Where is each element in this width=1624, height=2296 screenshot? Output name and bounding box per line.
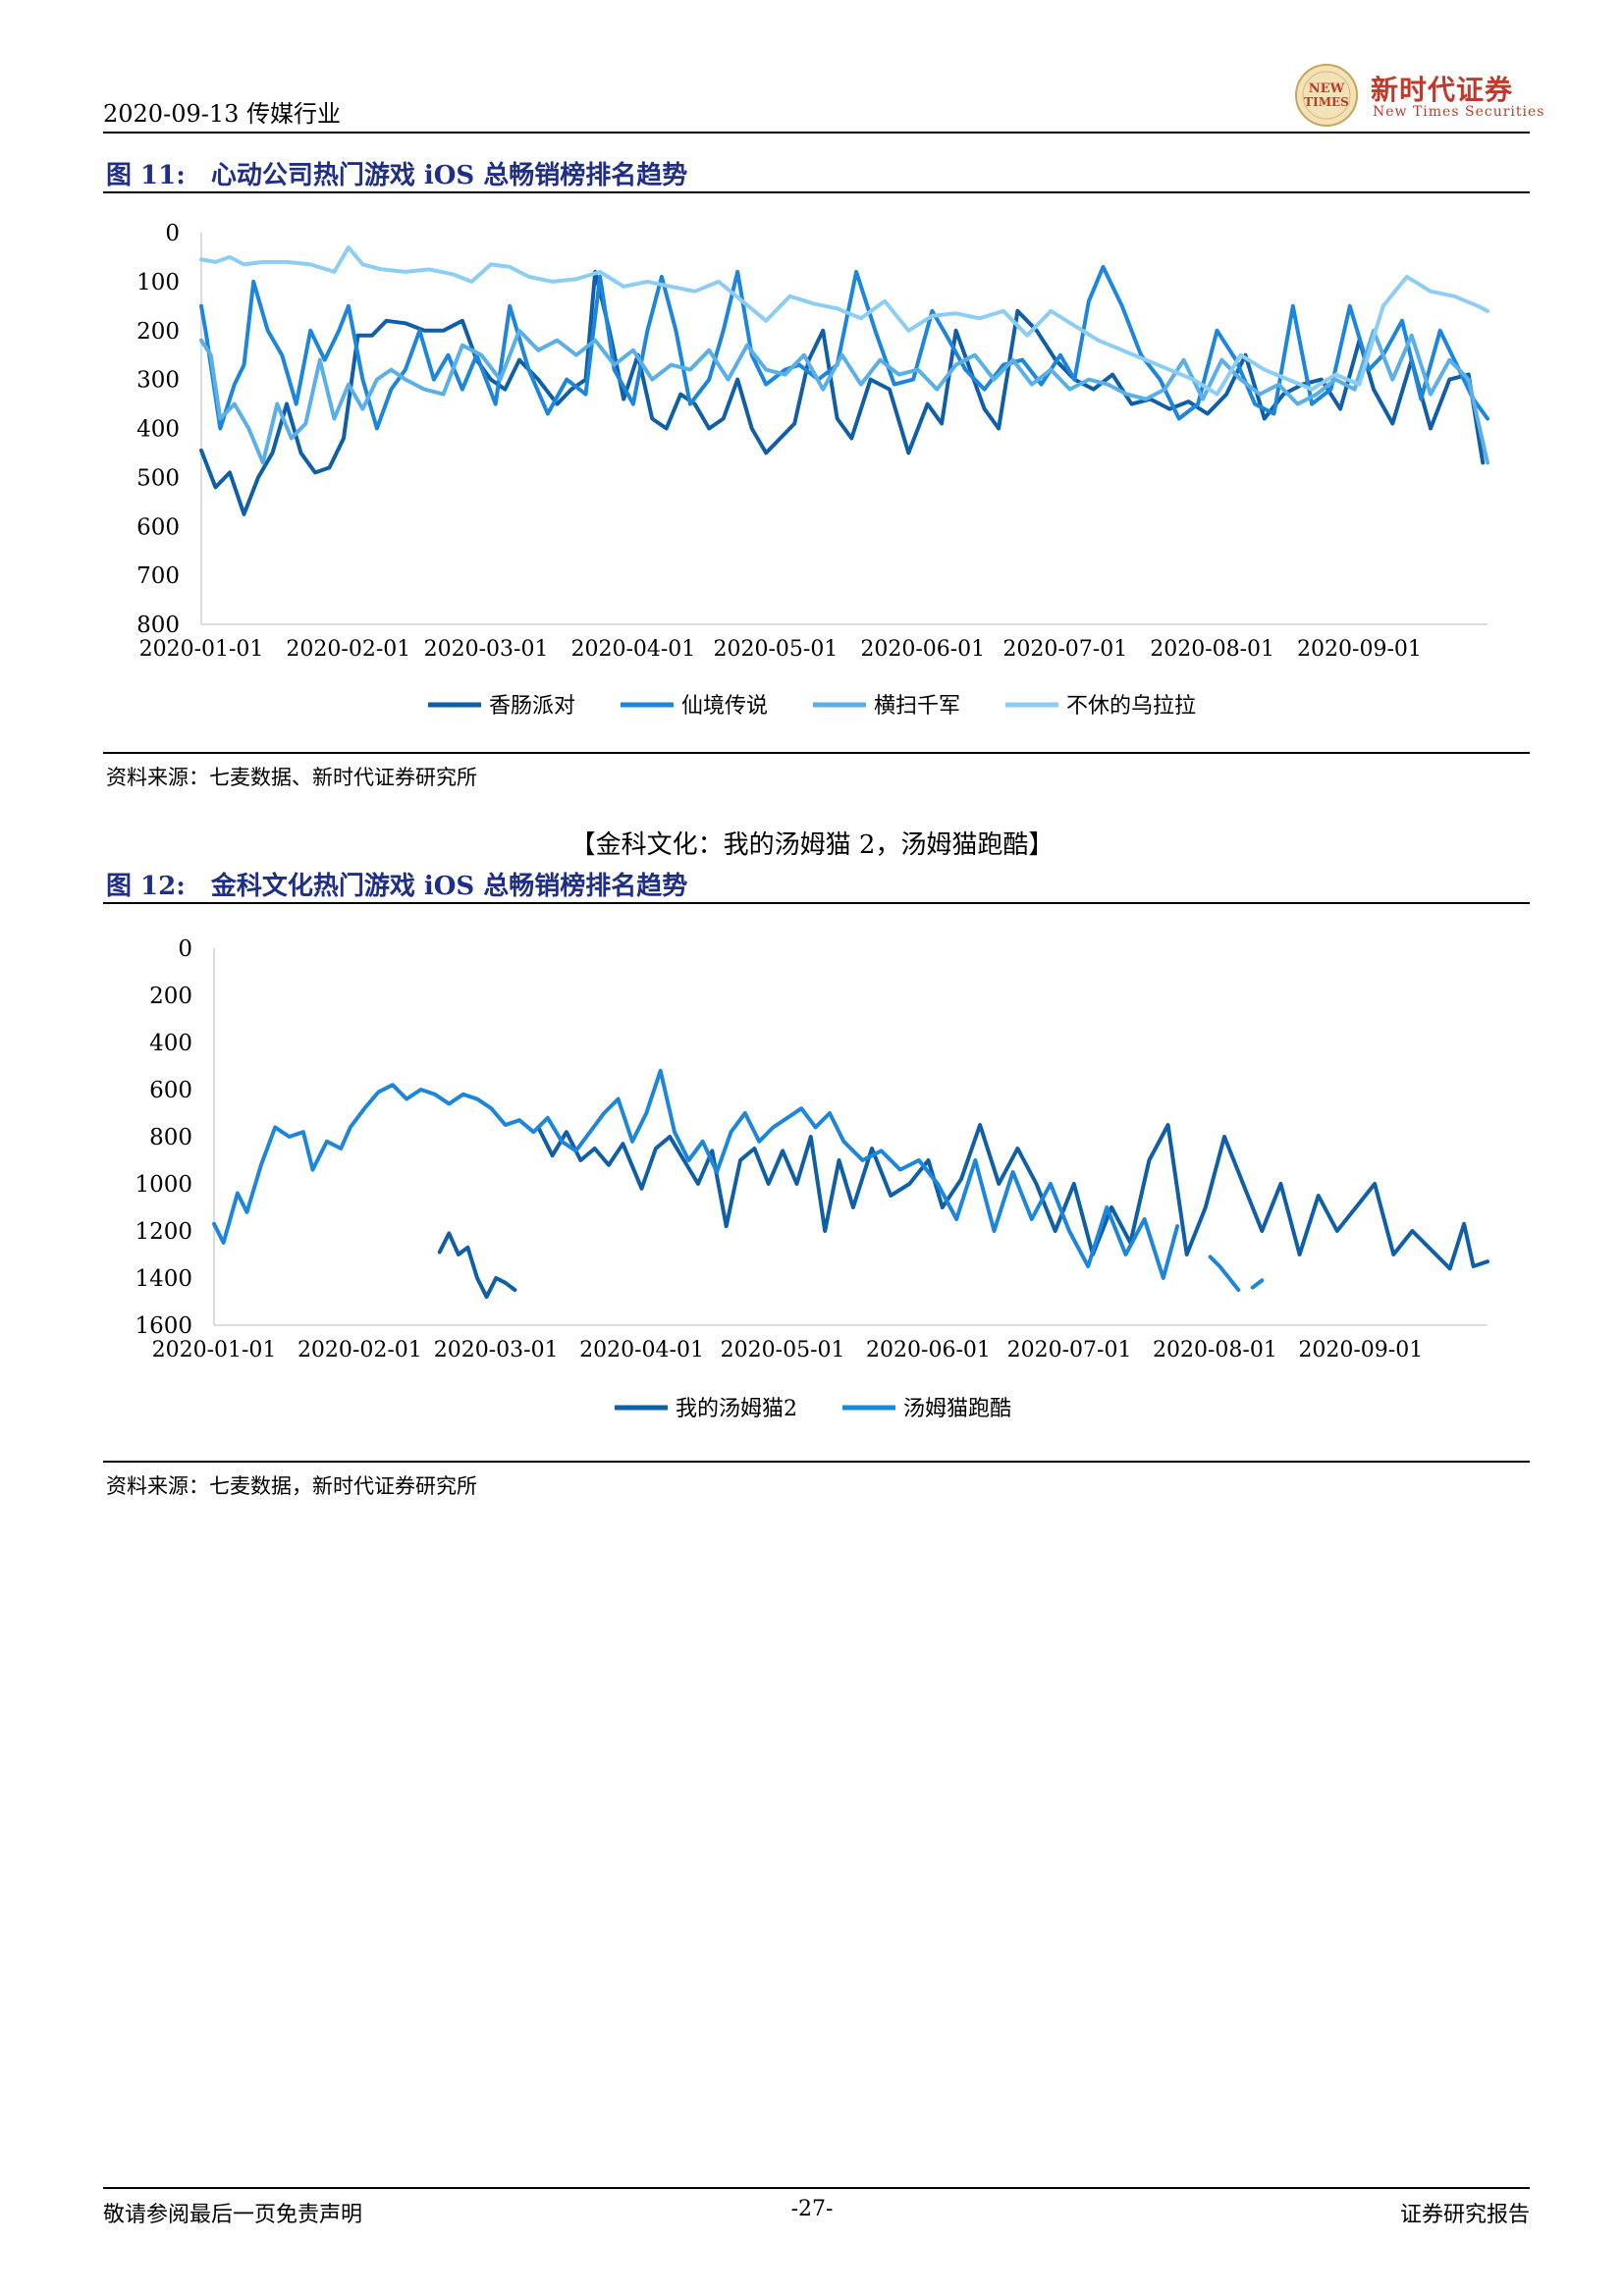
figure-12-top-rule (103, 902, 1530, 904)
y-tick-label: 500 (136, 465, 180, 491)
brand-name-en: New Times Securities (1373, 104, 1545, 120)
x-tick-label: 2020-06-01 (866, 1338, 991, 1362)
figure-12-title-text: 金科文化热门游戏 iOS 总畅销榜排名趋势 (210, 872, 688, 901)
figure-12-number: 图 12: (106, 872, 186, 901)
brand-name-cn: 新时代证券 (1371, 74, 1514, 106)
x-tick-label: 2020-07-01 (1007, 1338, 1132, 1362)
x-tick-label: 2020-05-01 (713, 637, 838, 662)
legend-label-1: 我的汤姆猫2 (676, 1397, 797, 1421)
x-tick-label: 2020-07-01 (1002, 637, 1127, 662)
y-tick-label: 400 (149, 1031, 192, 1056)
x-tick-label: 2020-02-01 (298, 1338, 422, 1362)
y-tick-label: 300 (136, 368, 180, 394)
y-tick-label: 1200 (135, 1219, 192, 1245)
y-tick-label: 700 (136, 563, 180, 589)
footer-page-number: -27- (790, 2197, 834, 2221)
y-tick-label: 600 (136, 514, 180, 540)
legend-label-3: 横扫千军 (874, 694, 960, 719)
series-line-1 (199, 269, 1486, 516)
figure-11-number: 图 11: (106, 161, 186, 190)
legend-label-2: 汤姆猫跑酷 (903, 1397, 1011, 1421)
x-tick-label: 2020-05-01 (721, 1338, 845, 1362)
x-tick-label: 2020-03-01 (424, 637, 549, 662)
y-tick-label: 100 (136, 270, 180, 295)
header-rule (103, 132, 1530, 133)
figure-11-title: 图 11: 心动公司热门游戏 iOS 总畅销榜排名趋势 (106, 155, 687, 191)
y-tick-label: 400 (136, 417, 180, 443)
series-line-2 (1208, 1255, 1241, 1292)
y-tick-label: 200 (149, 984, 192, 1009)
figure-11-source: 资料来源：七麦数据、新时代证券研究所 (106, 766, 477, 789)
series-line-3 (199, 328, 1489, 465)
section-heading: 【金科文化：我的汤姆猫 2，汤姆猫跑酷】 (569, 830, 1055, 860)
y-tick-label: 600 (149, 1078, 192, 1103)
figure-12-source: 资料来源：七麦数据，新时代证券研究所 (106, 1474, 477, 1498)
figure-11-bottom-rule (103, 752, 1530, 754)
y-tick-label: 1000 (135, 1172, 192, 1198)
svg-text:TIMES: TIMES (1304, 95, 1349, 109)
series-line-1 (536, 1123, 1489, 1271)
series-line-2 (199, 264, 1489, 431)
x-tick-label: 2020-04-01 (570, 637, 695, 662)
company-logo: NEW TIMES (1295, 64, 1358, 127)
y-tick-label: 0 (165, 221, 180, 246)
header-date-industry: 2020-09-13 传媒行业 (103, 100, 342, 128)
figure-11-top-rule (103, 191, 1530, 193)
legend-label-4: 不休的乌拉拉 (1066, 694, 1196, 719)
figure-11-title-text: 心动公司热门游戏 iOS 总畅销榜排名趋势 (210, 161, 688, 190)
x-tick-label: 2020-04-01 (579, 1338, 704, 1362)
footer-rule (103, 2187, 1530, 2189)
x-tick-label: 2020-08-01 (1153, 1338, 1277, 1362)
footer-disclaimer: 敬请参阅最后一页免责声明 (103, 2203, 363, 2227)
footer-report-type: 证券研究报告 (1399, 2203, 1530, 2227)
x-tick-label: 2020-09-01 (1297, 637, 1422, 662)
y-tick-label: 1400 (135, 1266, 192, 1292)
y-tick-label: 0 (178, 936, 192, 962)
x-tick-label: 2020-01-01 (152, 1338, 277, 1362)
y-tick-label: 800 (136, 613, 180, 638)
x-tick-label: 2020-03-01 (434, 1338, 559, 1362)
y-tick-label: 200 (136, 319, 180, 345)
x-tick-label: 2020-09-01 (1298, 1338, 1423, 1362)
figure-12-title: 图 12: 金科文化热门游戏 iOS 总畅销榜排名趋势 (106, 866, 687, 902)
legend-label-2: 仙境传说 (681, 694, 768, 719)
series-line-2 (212, 1068, 1180, 1280)
x-tick-label: 2020-01-01 (139, 637, 264, 662)
figure-12-bottom-rule (103, 1461, 1530, 1463)
y-tick-label: 800 (149, 1125, 192, 1150)
svg-text:NEW: NEW (1309, 81, 1345, 96)
series-line-1 (437, 1231, 517, 1300)
x-tick-label: 2020-08-01 (1150, 637, 1274, 662)
y-tick-label: 1600 (135, 1313, 192, 1339)
series-line-4 (199, 245, 1489, 397)
x-tick-label: 2020-02-01 (286, 637, 410, 662)
legend-label-1: 香肠派对 (489, 694, 575, 719)
series-line-2 (1250, 1278, 1265, 1290)
x-tick-label: 2020-06-01 (860, 637, 985, 662)
